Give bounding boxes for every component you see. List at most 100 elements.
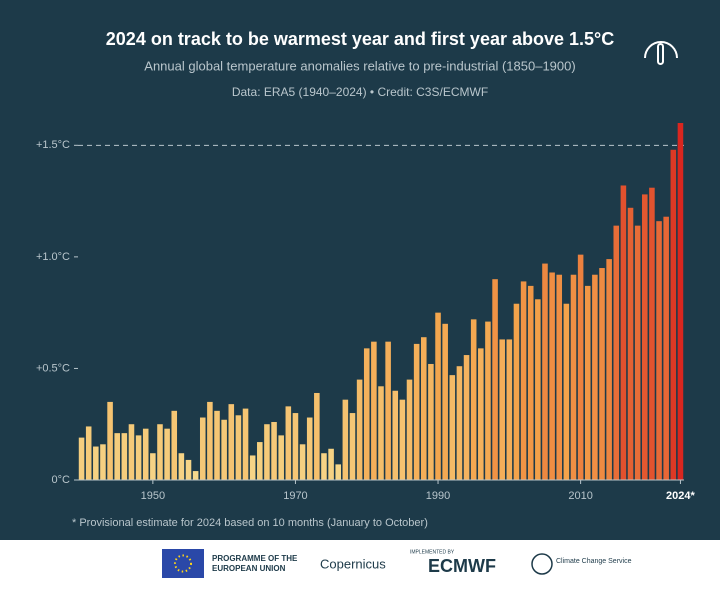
bar — [285, 406, 292, 480]
bar — [513, 303, 520, 480]
bar — [442, 323, 448, 480]
bar — [78, 437, 85, 480]
bar — [478, 348, 484, 480]
ecmwf-logo: ECMWF — [428, 556, 496, 576]
bar — [292, 413, 299, 480]
bar — [150, 453, 156, 480]
bar — [164, 428, 170, 480]
bar — [207, 401, 213, 480]
bar — [413, 343, 420, 480]
bar — [656, 221, 662, 481]
x-tick-label: 1950 — [141, 490, 165, 502]
bar — [549, 272, 555, 480]
bar — [670, 149, 677, 480]
bar — [228, 404, 235, 480]
bar — [321, 453, 327, 480]
bar — [570, 274, 577, 480]
bar — [335, 464, 342, 480]
bar — [399, 399, 406, 480]
bar — [371, 341, 377, 480]
bar — [271, 421, 277, 480]
bar — [199, 417, 206, 480]
bar — [114, 433, 120, 480]
eu-text: PROGRAMME OF THE — [212, 554, 298, 563]
bar — [492, 279, 498, 480]
bar — [577, 254, 584, 480]
bar — [592, 274, 598, 480]
footer-background — [0, 540, 720, 592]
bar — [563, 303, 570, 480]
bar — [627, 207, 634, 480]
source: Data: ERA5 (1940–2024) • Credit: C3S/ECM… — [232, 85, 488, 99]
bar — [100, 444, 106, 480]
x-tick-label: 2010 — [568, 490, 592, 502]
bar — [107, 401, 113, 480]
bar — [599, 268, 605, 480]
bar — [613, 225, 620, 480]
bar — [128, 424, 135, 480]
x-tick-label: 1970 — [283, 490, 307, 502]
bar — [306, 417, 313, 480]
y-tick-label: +1.0°C — [36, 251, 70, 263]
bar — [349, 413, 356, 480]
bar — [185, 459, 192, 480]
bar — [278, 435, 284, 480]
bar — [342, 399, 349, 480]
bar — [121, 433, 128, 480]
bar — [356, 379, 363, 480]
bar — [428, 363, 434, 480]
c3s-logo: Climate Change Service — [556, 558, 632, 565]
bar — [135, 435, 142, 480]
bar — [642, 194, 648, 480]
bar — [499, 339, 505, 480]
copernicus-logo: Copernicus — [320, 556, 386, 571]
bar — [406, 379, 413, 480]
bar — [178, 453, 185, 480]
eu-logo — [162, 549, 204, 578]
x-tick-label: 2024* — [666, 490, 695, 502]
bar — [249, 455, 256, 480]
bar — [677, 123, 684, 480]
bar — [363, 348, 370, 480]
bar — [221, 419, 227, 480]
chart-title: 2024 on track to be warmest year and fir… — [106, 29, 614, 49]
y-tick-label: 0°C — [52, 474, 71, 486]
bar — [85, 426, 92, 480]
bar — [649, 187, 655, 481]
chart-subtitle: Annual global temperature anomalies rela… — [144, 58, 575, 73]
bar — [157, 424, 163, 480]
bar — [584, 285, 591, 480]
bar — [449, 375, 456, 480]
eu-text: EUROPEAN UNION — [212, 564, 286, 573]
bar — [264, 424, 270, 480]
bar — [535, 299, 541, 480]
x-tick-label: 1990 — [426, 490, 450, 502]
bar — [235, 415, 242, 480]
bar — [527, 285, 534, 480]
bar — [93, 446, 99, 480]
bar — [520, 281, 527, 480]
bar — [435, 312, 441, 480]
bar — [378, 386, 384, 480]
y-tick-label: +0.5°C — [36, 362, 70, 374]
bar — [142, 428, 149, 480]
bar — [634, 225, 641, 480]
implemented-by: IMPLEMENTED BY — [410, 549, 455, 555]
bar — [663, 216, 669, 480]
y-tick-label: +1.5°C — [36, 139, 70, 151]
bar — [463, 355, 470, 480]
bar — [420, 337, 427, 480]
bar — [328, 448, 334, 480]
bar — [242, 408, 249, 480]
c3s-icon — [531, 553, 553, 575]
bar — [385, 341, 391, 480]
bar — [171, 410, 178, 480]
bar — [257, 442, 263, 480]
bar — [392, 390, 399, 480]
logo-icon — [644, 41, 678, 65]
bar — [470, 319, 477, 480]
bar — [606, 259, 612, 480]
bar — [542, 263, 548, 480]
bar — [506, 339, 513, 480]
